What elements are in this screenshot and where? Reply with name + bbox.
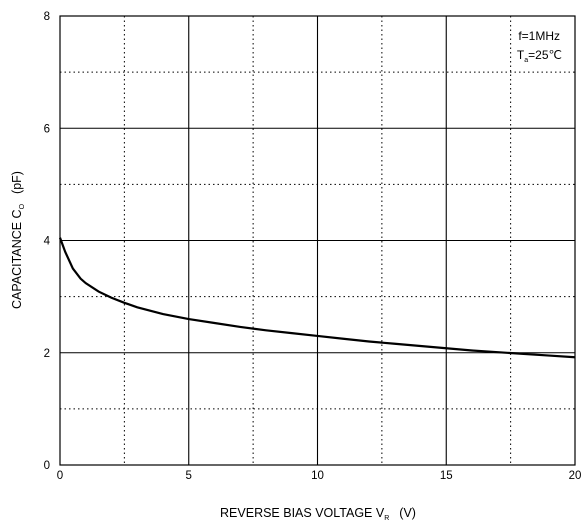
condition-temperature: Ta=25℃ bbox=[517, 48, 562, 64]
major-grid bbox=[60, 16, 575, 465]
condition-frequency: f=1MHz bbox=[518, 29, 560, 43]
capacitance-curve bbox=[58, 237, 576, 359]
y-tick-label: 4 bbox=[44, 236, 51, 248]
x-tick-label: 0 bbox=[57, 470, 63, 482]
y-tick-label: 6 bbox=[44, 123, 50, 135]
x-axis-label: REVERSE BIAS VOLTAGE VR (V) bbox=[220, 506, 416, 522]
y-tick-label: 2 bbox=[44, 348, 50, 360]
x-tick-label: 10 bbox=[311, 470, 324, 482]
y-axis-label: CAPACITANCE CO(pF) bbox=[10, 171, 26, 309]
x-tick-label: 15 bbox=[440, 470, 453, 482]
x-tick-label: 5 bbox=[186, 470, 192, 482]
tick-labels: 0 5 10 15 20 0 2 4 6 8 bbox=[44, 11, 582, 482]
y-tick-label: 8 bbox=[44, 11, 50, 23]
y-tick-label: 0 bbox=[44, 460, 50, 472]
x-tick-label: 20 bbox=[569, 470, 582, 482]
